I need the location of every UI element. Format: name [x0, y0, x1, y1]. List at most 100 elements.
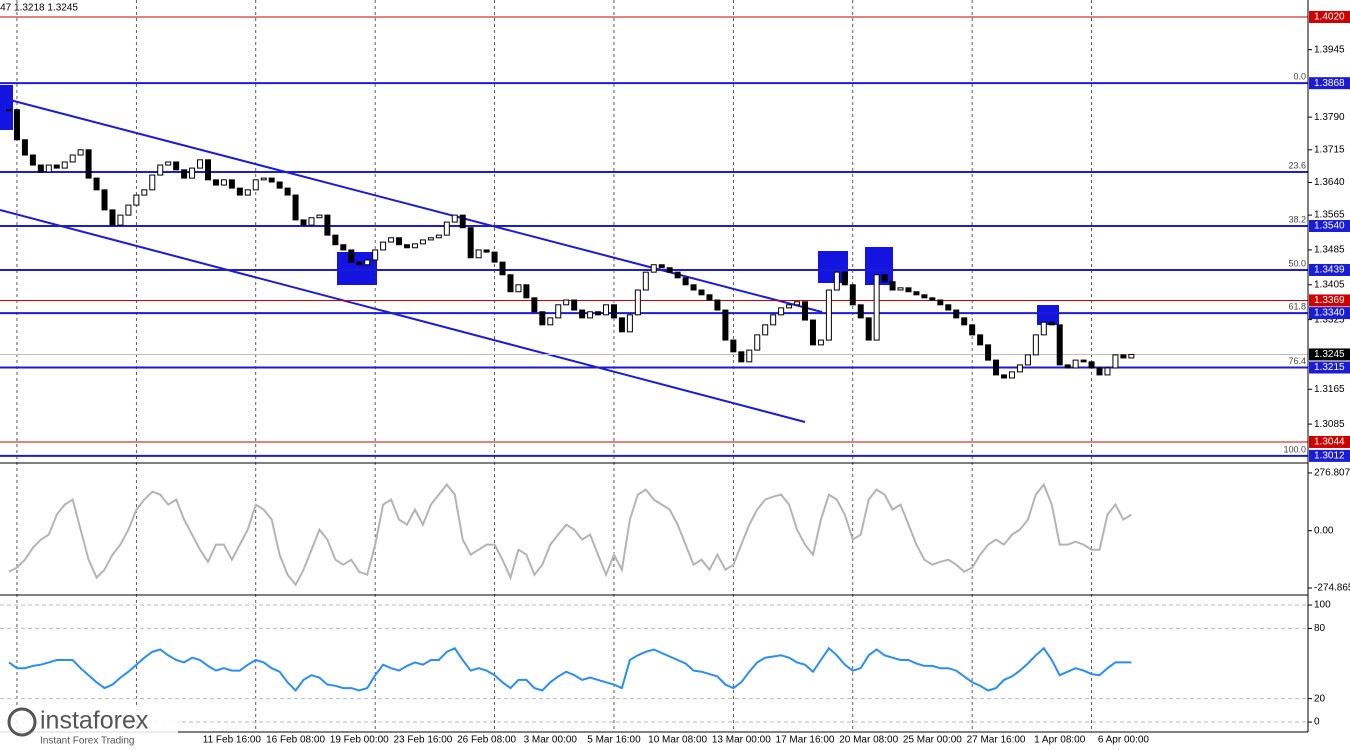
candle-body [961, 317, 968, 326]
candle-body [873, 274, 880, 341]
y-tick-label: 0.00 [1314, 525, 1334, 536]
candle-body [523, 284, 530, 299]
level-label: 1.3439 [1314, 265, 1345, 276]
candle-body [1104, 367, 1111, 376]
y-tick-label: 1.3325 [1314, 314, 1345, 325]
x-tick-label: 6 Apr 00:00 [1098, 735, 1150, 746]
level-label: 1.3215 [1314, 362, 1345, 373]
fib-label: 38.2 [1288, 214, 1306, 224]
candle-body [149, 174, 156, 191]
level-label-box [1309, 361, 1350, 374]
candle-body [690, 284, 697, 291]
candle-body [467, 227, 474, 259]
candle-body [380, 241, 387, 251]
candle-body [372, 249, 379, 261]
candle-body [197, 159, 204, 169]
candle-body [897, 287, 904, 291]
channel-line [9, 99, 823, 313]
candle-body [1096, 367, 1103, 376]
logo-tagline: Instant Forex Trading [40, 736, 135, 747]
candle-body [698, 289, 705, 296]
candle-body [45, 164, 52, 173]
candle-body [181, 169, 188, 179]
level-label-box [1309, 263, 1350, 276]
candle-body [173, 161, 180, 171]
candle-body [13, 109, 20, 141]
candle-body [762, 324, 769, 336]
candle-body [475, 249, 482, 259]
candle-body [547, 317, 554, 326]
candle-body [1032, 334, 1039, 356]
candle-body [849, 284, 856, 306]
candle-body [682, 277, 689, 286]
candle-body [1072, 359, 1079, 369]
candle-body [937, 299, 944, 306]
x-tick-label: 27 Mar 16:00 [967, 735, 1026, 746]
candle-body [499, 261, 506, 276]
candle-body [427, 237, 434, 241]
level-label: 1.3868 [1314, 78, 1345, 89]
candle-body [841, 271, 848, 286]
channel-line [0, 209, 806, 423]
candle-body [404, 244, 410, 249]
y-tick-label: 276.8074 [1314, 468, 1350, 479]
candle-body [29, 154, 36, 166]
candle-body [1088, 361, 1095, 369]
candle-body [228, 179, 235, 189]
y-tick-label: 1.3485 [1314, 245, 1345, 256]
candle-body [1048, 321, 1055, 326]
candle-body [817, 339, 824, 346]
candle-body [332, 234, 339, 246]
candle-body [746, 349, 753, 363]
level-label-box [1309, 307, 1350, 320]
candle-body [1040, 321, 1047, 336]
candle-body [324, 214, 331, 236]
indicator-line [8, 482, 1132, 587]
level-label-box [1309, 219, 1350, 232]
fib-label: 50.0 [1288, 258, 1306, 268]
candle-body [348, 249, 355, 263]
x-tick-label: 13 Mar 00:00 [712, 735, 771, 746]
last-price-label: 1.3245 [1314, 349, 1345, 360]
y-tick-label: 20 [1314, 693, 1326, 704]
candle-body [889, 281, 896, 291]
candle-body [435, 234, 442, 239]
candle-body [833, 271, 840, 291]
candle-body [531, 297, 538, 313]
candle-body [977, 334, 984, 346]
level-label: 1.4020 [1314, 12, 1345, 23]
candle-body [252, 179, 259, 191]
candle-body [515, 284, 522, 293]
candle-body [650, 264, 657, 273]
candle-body [212, 179, 219, 186]
candle-body [141, 189, 148, 196]
candle-body [220, 179, 227, 186]
candle-body [53, 164, 60, 169]
candle-body [929, 297, 936, 301]
candle-body [451, 214, 458, 223]
candle-body [109, 209, 116, 226]
indicator-line [8, 646, 1132, 693]
candle-body [786, 304, 793, 309]
candle-body [1016, 364, 1023, 373]
candle-body [539, 311, 546, 326]
candle-body [308, 217, 315, 226]
level-label-box [1309, 294, 1350, 307]
logo-name: instaforex [40, 707, 149, 735]
x-tick-label: 11 Feb 16:00 [203, 735, 262, 746]
candle-body [236, 187, 243, 196]
x-tick-label: 16 Feb 08:00 [266, 735, 325, 746]
candle-body [1064, 364, 1071, 369]
candle-body [993, 359, 1000, 376]
candle-body [459, 214, 466, 229]
candle-body [101, 189, 108, 211]
candle-body [491, 251, 498, 263]
x-tick-label: 3 Mar 00:00 [524, 735, 578, 746]
y-tick-label: 1.3640 [1314, 177, 1345, 188]
fib-label: 100.0 [1283, 444, 1306, 454]
candle-body [770, 314, 777, 326]
candle-body [260, 177, 267, 181]
candle-body [316, 214, 323, 219]
candle-body [945, 304, 952, 311]
